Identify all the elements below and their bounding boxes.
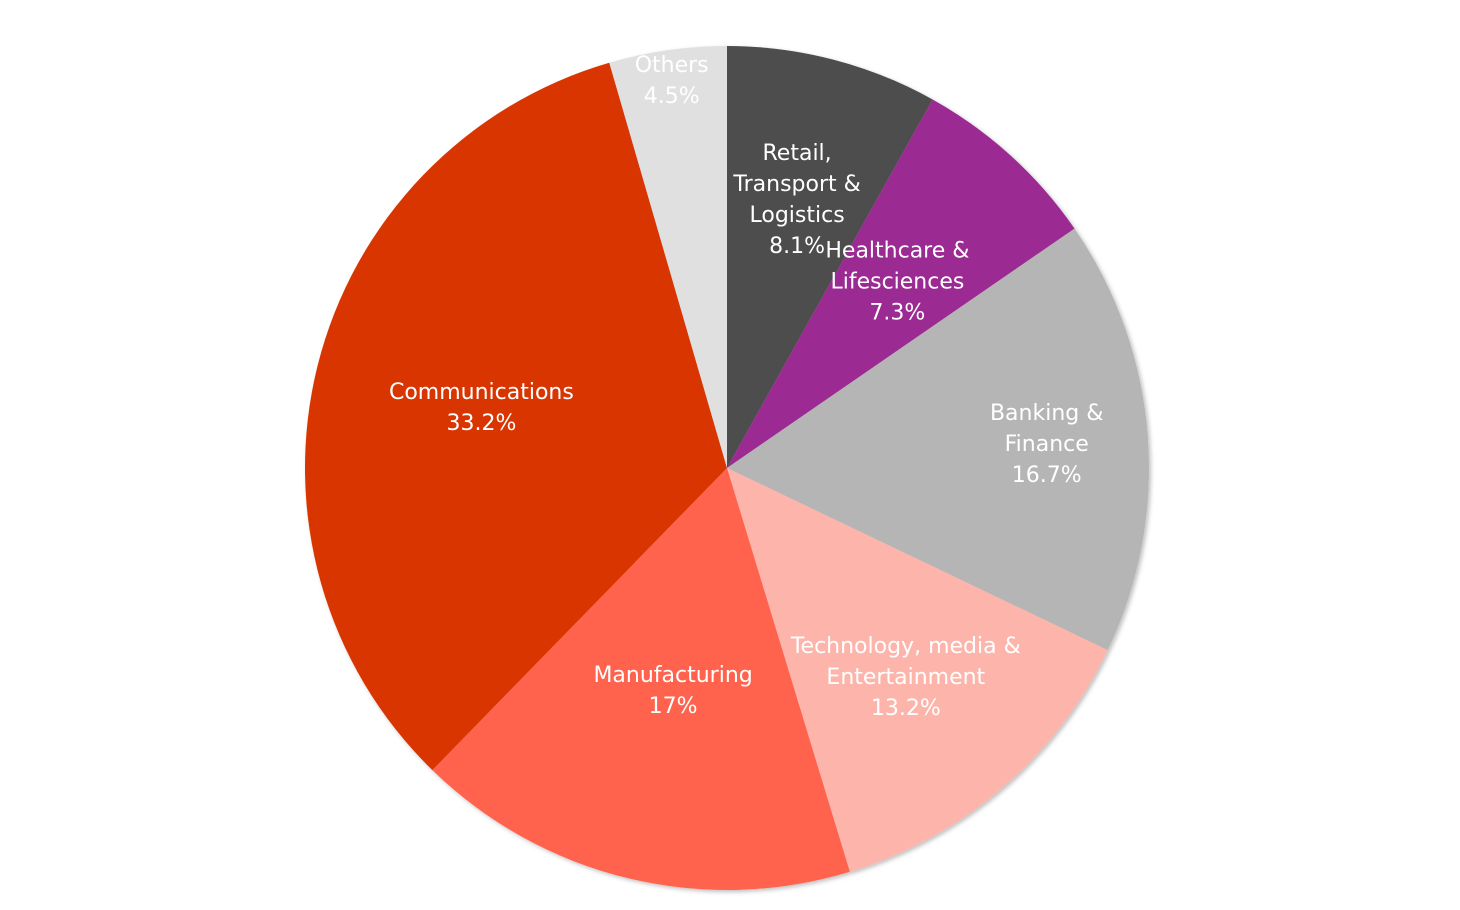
- pie-label-retail-transport-and-logistics: Retail, Transport & Logistics 8.1%: [732, 141, 860, 259]
- pie-category-label: Transport &: [732, 172, 860, 197]
- pie-slices: [304, 46, 1149, 891]
- pie-label-communications: Communications 33.2%: [389, 380, 574, 436]
- pie-category-label: Communications: [389, 380, 574, 405]
- pie-category-label: Lifesciences: [830, 270, 964, 295]
- pie-label-healthcare-and-lifesciences: Healthcare & Lifesciences 7.3%: [825, 239, 969, 326]
- pie-category-label: Manufacturing: [593, 663, 752, 688]
- pie-slice-retail-transport-and-logistics: [727, 46, 933, 468]
- pie-category-label: Technology, media &: [790, 634, 1021, 659]
- pie-slice-banking-and-finance: [727, 228, 1149, 651]
- pie-category-label: Entertainment: [826, 665, 985, 690]
- pie-category-label: Banking &: [990, 401, 1103, 426]
- pie-value-label: 13.2%: [871, 696, 941, 721]
- pie-slice-others: [609, 46, 727, 468]
- pie-slice-manufacturing: [432, 468, 850, 891]
- pie-category-label: Healthcare &: [825, 239, 969, 264]
- pie-value-label: 8.1%: [769, 234, 825, 259]
- pie-slice-healthcare-and-lifesciences: [727, 99, 1075, 468]
- pie-label-manufacturing: Manufacturing 17%: [593, 663, 752, 719]
- pie-value-label: 4.5%: [644, 84, 700, 109]
- pie-category-label: Retail,: [763, 141, 832, 166]
- pie-slice-communications: [304, 62, 727, 771]
- pie-value-label: 17%: [649, 694, 698, 719]
- pie-label-technology-media-and-entertainment: Technology, media & Entertainment 13.2%: [790, 634, 1021, 721]
- pie-value-label: 7.3%: [869, 301, 925, 326]
- pie-label-others: Others 4.5%: [635, 53, 709, 109]
- pie-value-label: 33.2%: [446, 411, 516, 436]
- pie-slice-technology-media-and-entertainment: [727, 468, 1108, 872]
- pie-category-label: Logistics: [750, 203, 845, 228]
- pie-category-label: Finance: [1005, 432, 1089, 457]
- pie-value-label: 16.7%: [1012, 463, 1082, 488]
- pie-category-label: Others: [635, 53, 709, 78]
- pie-labels: Retail, Transport & Logistics 8.1% Healthcar…: [389, 53, 1103, 721]
- pie-label-banking-and-finance: Banking & Finance 16.7%: [990, 401, 1103, 488]
